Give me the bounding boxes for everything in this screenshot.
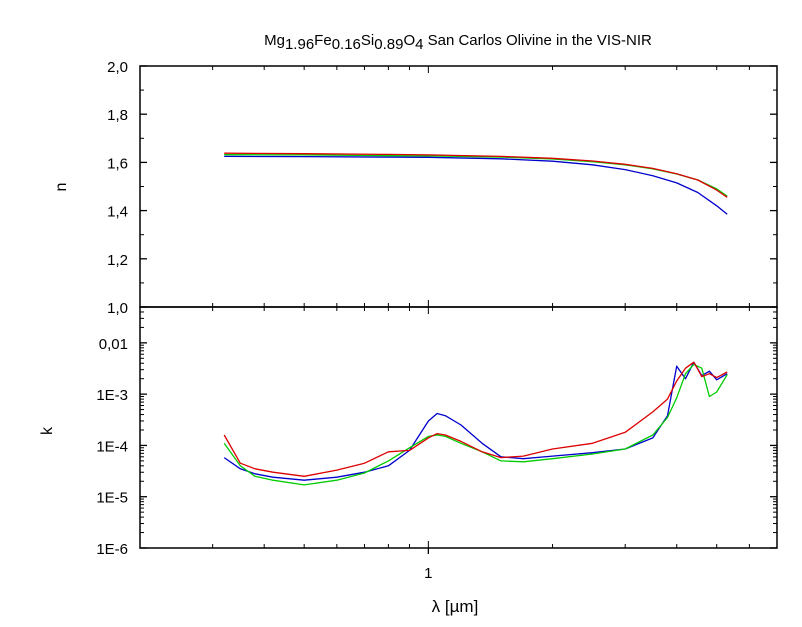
k-ytick-label: 1E-3 <box>96 387 128 404</box>
chart-title: Mg1.96Fe0.16Si0.89O4 San Carlos Olivine … <box>264 32 652 53</box>
title-part: 0.16 <box>332 36 361 53</box>
k-ytick-label: 0,01 <box>99 336 128 353</box>
panel-n-frame <box>139 65 778 308</box>
title-part: 1.96 <box>285 36 314 53</box>
k-ytick-label: 1E-6 <box>96 541 128 558</box>
title-part: Si <box>361 32 374 49</box>
title-part: Fe <box>314 32 332 49</box>
n-ytick-label: 2,0 <box>107 59 128 76</box>
k-series-line <box>223 361 728 477</box>
n-series-line <box>224 152 728 198</box>
k-ytick-label: 1E-4 <box>96 438 128 455</box>
x-tick-label: 1 <box>424 565 432 582</box>
n-ytick-label: 1,4 <box>107 204 128 221</box>
panel-n-ylabel: n <box>53 183 70 192</box>
title-part: Mg <box>264 32 285 49</box>
panel-k: 1E-6 1E-5 1E-4 1E-3 0,01 k <box>39 306 778 558</box>
k-ytick-label: 1E-5 <box>96 490 128 507</box>
n-ytick-label: 1,2 <box>107 252 128 269</box>
n-ytick-label: 1,8 <box>107 107 128 124</box>
panel-k-ylabel: k <box>39 426 56 435</box>
k-series-line <box>223 361 728 481</box>
k-series-line <box>223 363 728 486</box>
n-ytick-label: 1,0 <box>107 300 128 317</box>
title-part: San Carlos Olivine in the VIS-NIR <box>423 32 652 49</box>
panel-k-frame <box>139 306 778 549</box>
x-axis-label: λ [µm] <box>432 597 479 616</box>
title-part: 4 <box>415 36 423 53</box>
panel-n: 1,0 1,2 1,4 1,6 1,8 2,0 n <box>53 59 778 317</box>
title-part: 0.89 <box>374 36 403 53</box>
n-ytick-label: 1,6 <box>107 155 128 172</box>
n-series-line <box>224 155 728 215</box>
title-part: O <box>403 32 415 49</box>
